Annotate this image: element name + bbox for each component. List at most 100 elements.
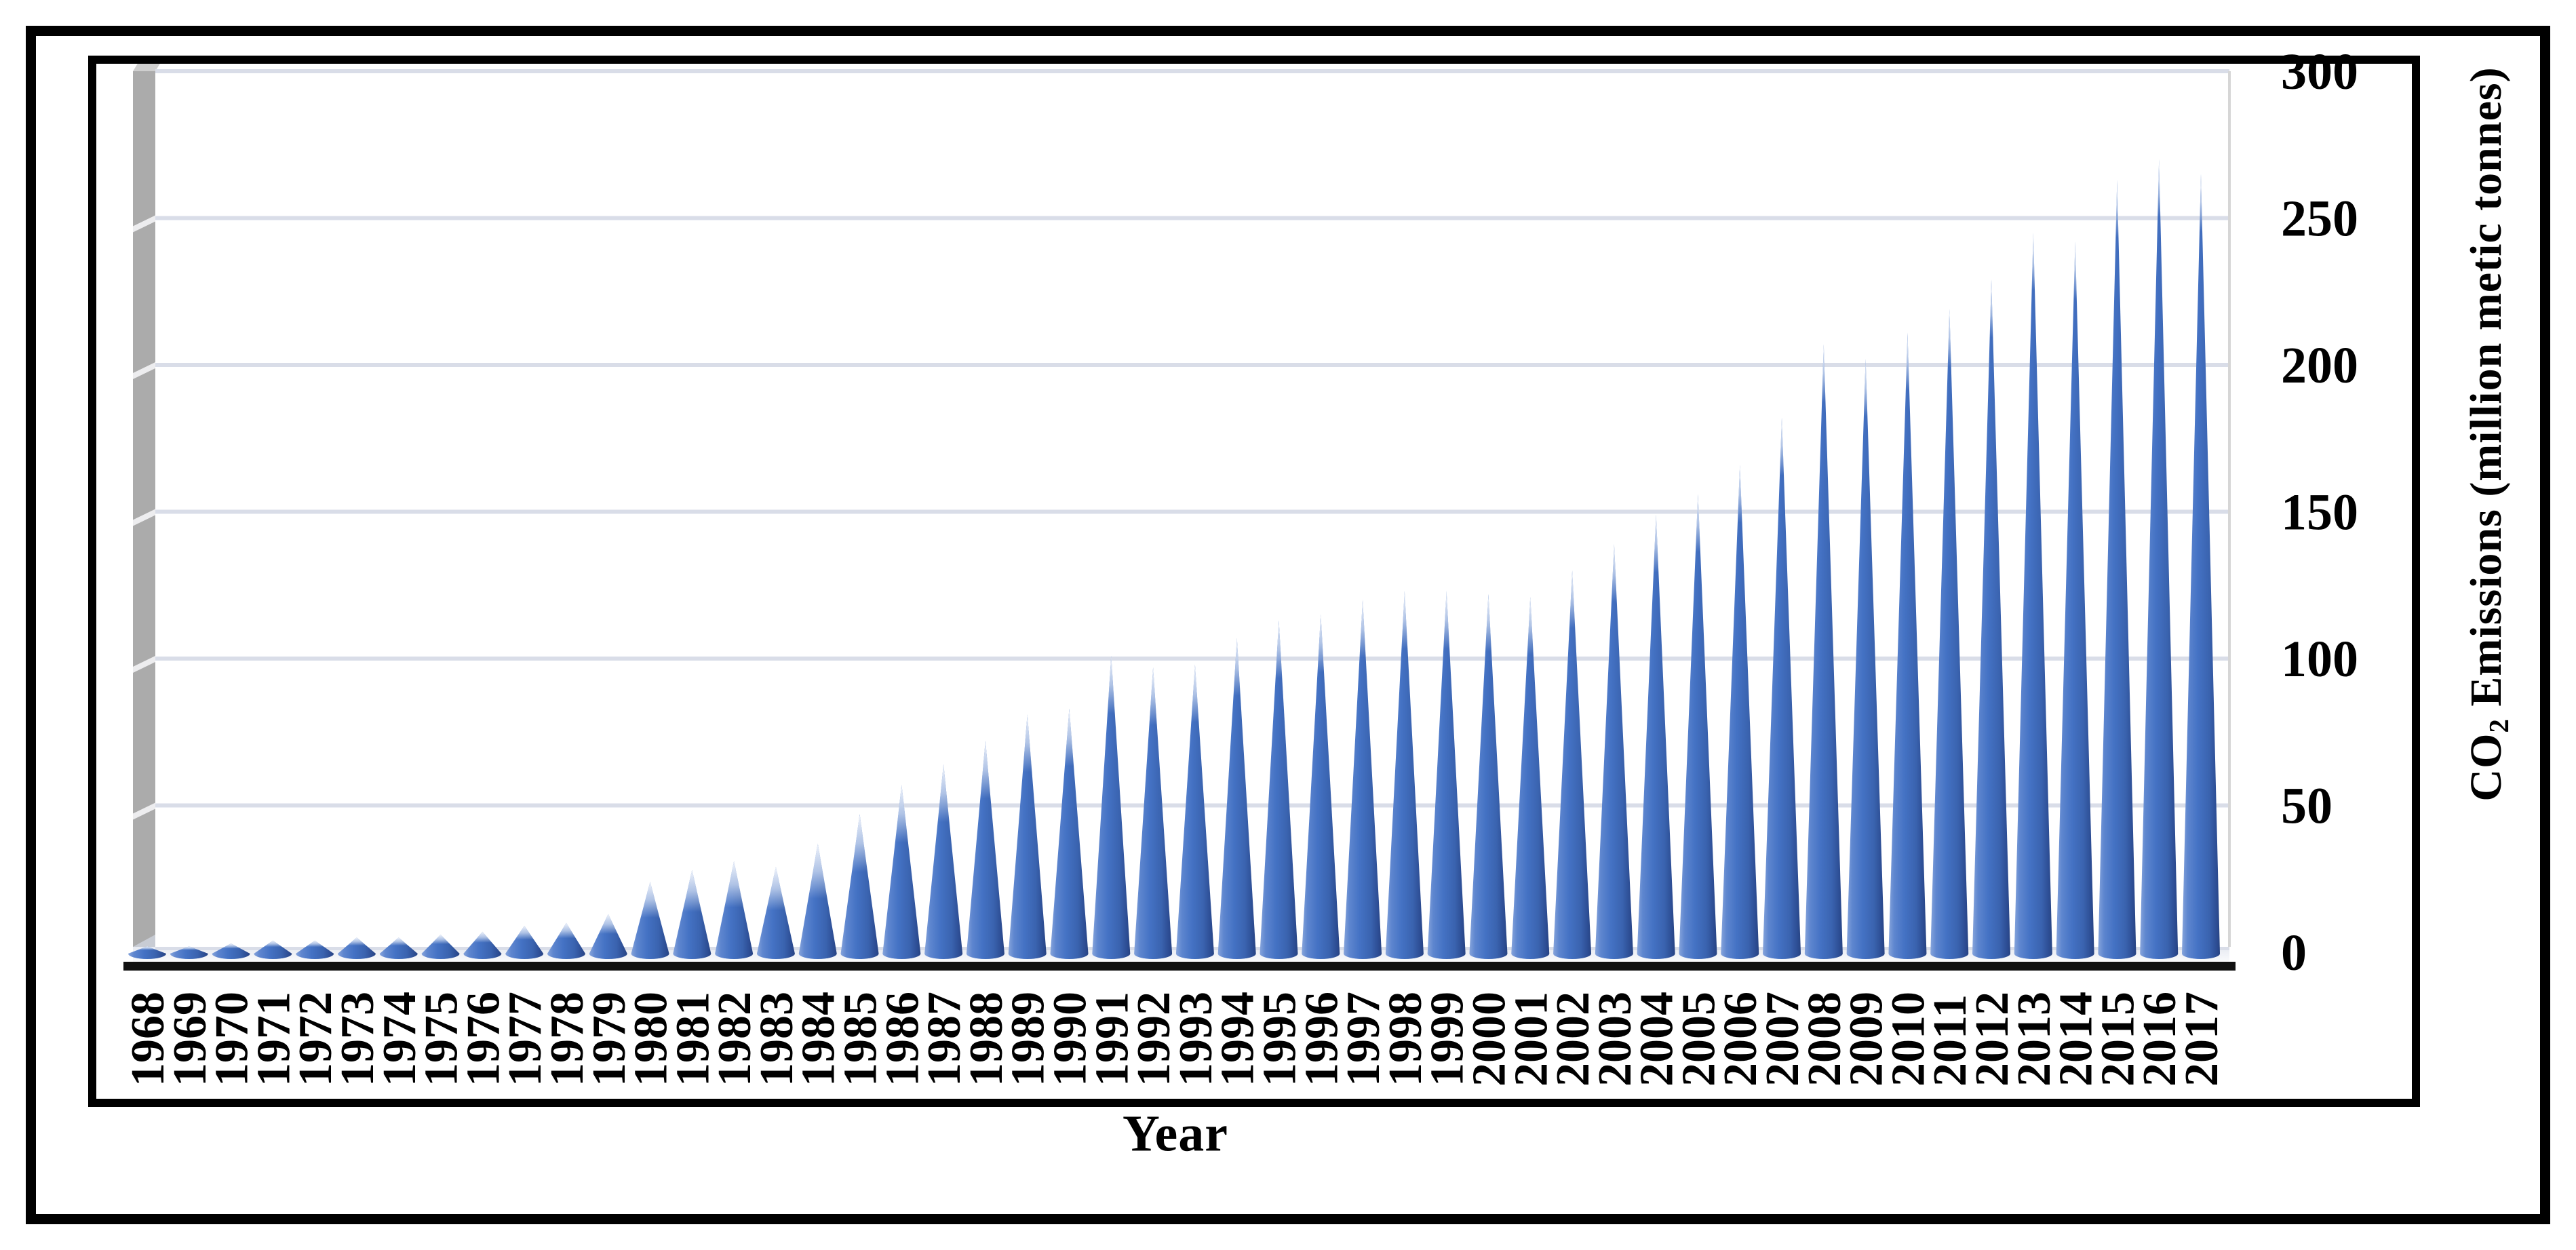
y-tick-label: 300 [2281,43,2358,100]
cone [2098,180,2136,960]
x-tick-label: 2015 [2092,992,2144,1087]
wall-gridline-notch [133,802,155,820]
x-tick-label: 1982 [709,992,761,1087]
x-tick-label: 2017 [2176,992,2228,1087]
cone [1595,544,1633,959]
cone [1008,714,1047,959]
cone-tip-highlight [305,940,325,948]
x-tick-label: 1997 [1338,992,1390,1087]
cone-tip-highlight [895,785,908,843]
x-tick-label: 1994 [1212,992,1264,1087]
x-tick-label: 2002 [1547,992,1599,1087]
cone-tip-highlight [1611,544,1617,602]
y-axis-title-subscript: 2 [2484,718,2515,733]
cone [1553,570,1592,959]
cone [966,741,1004,959]
cone-tip-highlight [1191,664,1199,722]
wall-gridline-notch [133,509,155,526]
cone-tip-highlight [557,922,576,939]
x-tick-label: 2008 [1799,992,1851,1087]
x-tick-label: 2013 [2008,992,2061,1087]
cone [798,843,837,959]
x-tick-label: 2000 [1464,992,1516,1087]
cone [254,940,292,959]
cone-tip-highlight [1737,465,1742,523]
floor-wall-wedge [133,935,155,947]
x-tick-label: 1989 [1002,992,1055,1087]
cone [547,922,585,959]
x-tick-label: 1974 [374,992,426,1087]
cone [631,882,669,959]
y-tick-label: 50 [2281,778,2333,835]
cone-tip-highlight [1317,614,1324,672]
cone-tip-highlight [2158,159,2161,217]
cone-tip-highlight [515,926,534,940]
cone-tip-highlight [598,914,618,934]
cone-tip-highlight [138,946,157,950]
cone [1804,344,1843,959]
cone-tip-highlight [1863,359,1868,417]
x-tick-label: 1985 [835,992,887,1087]
cone [1385,591,1424,959]
x-tick-label: 1975 [416,992,468,1087]
cone-tip-highlight [766,867,785,911]
cone-tip-highlight [1780,417,1784,475]
cone [1092,655,1131,959]
y-tick-label: 0 [2281,924,2307,981]
cone [1175,664,1214,959]
cone-tip-highlight [1233,638,1241,696]
cone-tip-highlight [1905,332,1909,391]
cone-tip-highlight [263,940,283,948]
cone [1972,279,2011,959]
cone [1679,494,1717,959]
cone-tip-highlight [851,814,868,872]
cone [1050,708,1089,959]
y-tick-label: 200 [2281,337,2358,394]
cone [421,935,460,959]
cone [1637,514,1675,959]
cone [1260,620,1298,959]
cone-tip-highlight [1064,708,1074,766]
x-tick-label: 1972 [290,992,342,1087]
cone [2056,241,2094,960]
cone-tip-highlight [347,937,366,946]
x-tick-label: 1998 [1380,992,1432,1087]
x-tick-label: 2005 [1673,992,1725,1087]
cone-tip-highlight [1359,600,1366,658]
x-tick-label: 1983 [751,992,803,1087]
cone [1469,593,1508,959]
x-tick-label: 2006 [1715,992,1767,1087]
plot-frame [88,56,2420,1107]
cone [1721,465,1759,959]
x-tick-label: 1986 [876,992,929,1087]
cone [2140,159,2179,959]
cone [1846,359,1885,959]
wall-gridline-notch [133,656,155,673]
x-tick-label: 1977 [499,992,551,1087]
x-axis-title: Year [1123,1105,1228,1163]
cone [1302,614,1340,959]
cone-tip-highlight [1822,344,1826,402]
x-tick-label: 2011 [1924,994,1976,1087]
cone-tip-highlight [808,843,827,899]
cone-tip-highlight [2031,233,2035,291]
cone-tip-highlight [1989,279,1993,338]
x-tick-label: 1992 [1128,992,1180,1087]
cone-tip-highlight [473,931,492,943]
gridline [155,216,2229,220]
cone [1888,332,1927,959]
cone-tip-highlight [1654,514,1659,572]
x-tick-label: 2009 [1841,992,1893,1087]
cone [505,926,544,959]
cone [1344,600,1382,959]
cone [170,946,208,959]
cone-tip-highlight [1695,494,1700,552]
cone [924,764,963,959]
cone-tip-highlight [2073,241,2077,300]
y-tick-label: 100 [2281,631,2358,688]
cone [212,943,250,959]
wall-gridline-notch [133,362,155,379]
x-tick-label: 1979 [583,992,636,1087]
